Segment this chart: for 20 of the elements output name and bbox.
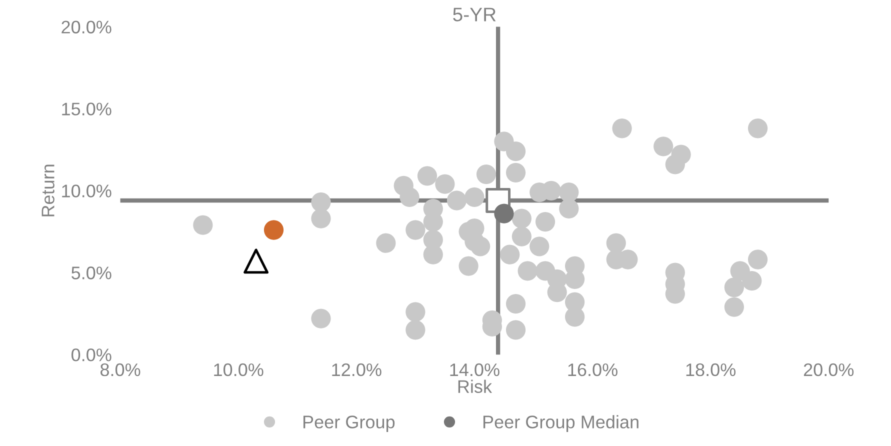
y-tick-label: 15.0%: [62, 102, 112, 116]
y-axis-title: Return: [42, 164, 54, 216]
x-axis-title: Risk: [458, 380, 492, 393]
y-tick-label: 20.0%: [62, 20, 112, 34]
y-tick-label: 5.0%: [72, 266, 112, 280]
legend-label: Peer Group: [303, 416, 395, 432]
y-tick-label: 10.0%: [62, 184, 112, 198]
point: [264, 220, 284, 240]
x-tick-label: 12.0%: [332, 363, 382, 376]
y-tick-label: 0.0%: [72, 348, 112, 362]
x-tick-label: 16.0%: [568, 363, 618, 376]
x-tick-label: 10.0%: [214, 363, 264, 376]
x-tick-label: 18.0%: [686, 363, 736, 376]
chart-title: 5-YR: [453, 8, 496, 22]
x-tick-label: 8.0%: [100, 363, 140, 376]
legend-label: Peer Group Median: [483, 415, 638, 432]
point: [244, 248, 268, 274]
x-tick-label: 14.0%: [450, 363, 500, 376]
point: [494, 204, 514, 224]
x-tick-label: 20.0%: [804, 363, 854, 376]
